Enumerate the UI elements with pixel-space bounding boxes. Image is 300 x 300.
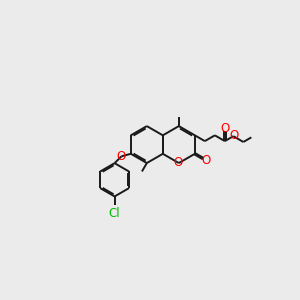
Text: O: O: [174, 156, 183, 169]
Text: O: O: [229, 129, 239, 142]
Text: O: O: [117, 150, 126, 163]
Text: O: O: [220, 122, 230, 135]
Text: O: O: [201, 154, 211, 167]
Text: Cl: Cl: [109, 207, 120, 220]
